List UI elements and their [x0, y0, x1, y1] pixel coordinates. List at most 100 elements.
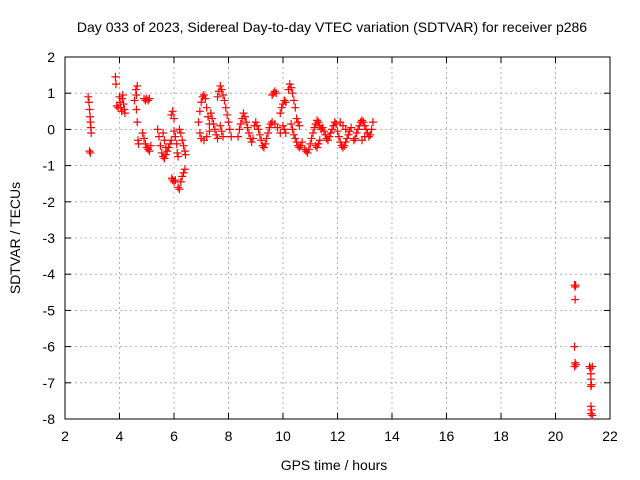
data-point — [281, 129, 290, 138]
data-point — [202, 103, 211, 112]
data-point — [293, 118, 302, 127]
data-point — [86, 148, 95, 157]
data-point — [165, 139, 174, 148]
data-point — [209, 119, 218, 128]
data-point — [170, 127, 178, 136]
data-point — [360, 132, 369, 141]
data-point — [279, 121, 287, 130]
data-point — [323, 136, 332, 145]
data-point — [197, 98, 206, 107]
data-point — [144, 96, 153, 105]
data-point — [303, 148, 312, 157]
data-point — [161, 143, 170, 152]
data-point — [287, 83, 296, 92]
data-point — [338, 143, 347, 152]
axis-ticks — [64, 56, 611, 420]
data-point — [161, 150, 170, 159]
data-point — [111, 72, 120, 81]
data-point — [159, 129, 168, 138]
data-point — [84, 92, 93, 101]
data-point — [111, 80, 120, 89]
data-point — [156, 141, 165, 150]
data-point — [288, 125, 297, 134]
data-point — [281, 98, 290, 107]
data-point — [313, 116, 322, 125]
data-point — [588, 411, 597, 420]
data-point — [120, 109, 129, 118]
data-point — [239, 109, 248, 118]
data-point — [571, 360, 580, 369]
data-point — [359, 118, 368, 127]
data-point — [176, 177, 185, 186]
data-point — [304, 145, 313, 154]
data-point — [174, 183, 183, 192]
data-point — [157, 148, 166, 157]
data-point — [291, 134, 300, 143]
data-point — [221, 103, 230, 112]
data-point — [259, 143, 268, 152]
data-point — [84, 98, 93, 107]
y-tick-label: -7 — [43, 375, 56, 391]
x-tick-label: 2 — [61, 428, 69, 444]
data-point — [225, 125, 234, 134]
data-point — [332, 119, 341, 128]
data-point — [289, 130, 298, 139]
y-tick-label: -8 — [43, 411, 56, 427]
data-point — [588, 362, 597, 371]
data-point — [344, 130, 353, 139]
data-point — [341, 125, 350, 134]
data-point — [119, 100, 128, 109]
x-tick-label: 12 — [330, 428, 346, 444]
data-point — [325, 132, 334, 141]
data-point — [236, 119, 245, 128]
data-point — [205, 127, 214, 136]
data-point — [310, 123, 319, 132]
data-point — [202, 132, 211, 141]
data-point — [243, 123, 252, 132]
data-point — [247, 138, 256, 147]
data-point — [179, 141, 188, 150]
data-point — [265, 123, 274, 132]
data-point — [153, 125, 162, 134]
data-point — [213, 92, 222, 101]
y-tick-label: -1 — [43, 158, 56, 174]
data-point — [160, 136, 169, 145]
data-point — [155, 132, 164, 141]
data-point — [341, 138, 350, 147]
data-point — [217, 85, 226, 94]
data-point — [194, 118, 203, 127]
data-point — [586, 382, 595, 391]
data-point — [287, 119, 296, 128]
x-tick-label: 14 — [384, 428, 400, 444]
data-point — [145, 147, 154, 156]
data-point — [219, 91, 228, 100]
data-point — [85, 147, 94, 156]
data-point — [367, 125, 376, 134]
data-point — [201, 94, 210, 103]
data-point — [171, 132, 180, 141]
data-point — [368, 118, 377, 127]
data-point — [181, 150, 190, 159]
data-point — [257, 136, 266, 145]
data-point — [291, 103, 300, 112]
data-point — [178, 136, 187, 145]
data-point — [321, 130, 330, 139]
data-point — [353, 125, 362, 134]
data-point — [87, 129, 96, 138]
data-point — [298, 138, 307, 147]
data-point — [340, 141, 349, 150]
data-point — [328, 125, 337, 134]
data-point — [146, 141, 155, 150]
data-point — [254, 125, 263, 134]
data-point — [285, 80, 294, 89]
data-point — [244, 129, 253, 138]
data-point — [307, 134, 316, 143]
data-point — [315, 136, 324, 145]
data-point — [173, 148, 182, 157]
x-axis-label: GPS time / hours — [281, 457, 388, 473]
data-point — [213, 134, 222, 143]
data-point — [235, 125, 244, 134]
data-point — [360, 121, 369, 130]
data-point — [255, 130, 264, 139]
data-point — [249, 134, 258, 143]
